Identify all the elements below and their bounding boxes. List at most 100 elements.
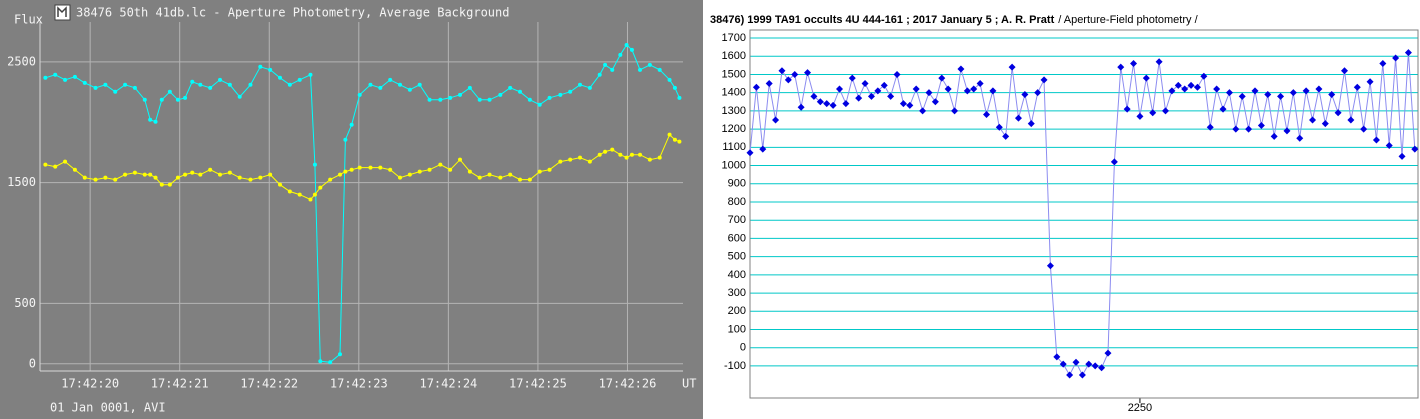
data-point — [227, 82, 232, 87]
data-point — [167, 182, 172, 187]
data-point — [227, 170, 232, 175]
data-point — [297, 77, 302, 82]
data-point — [398, 175, 403, 180]
data-point — [1309, 116, 1317, 124]
data-point — [338, 352, 343, 357]
data-point — [1174, 81, 1182, 89]
data-point — [318, 359, 323, 364]
data-point — [816, 98, 824, 106]
data-point — [53, 164, 58, 169]
data-point — [1321, 120, 1329, 128]
data-point — [458, 92, 463, 97]
data-point — [388, 167, 393, 172]
data-point — [867, 92, 875, 100]
data-point — [893, 70, 901, 78]
data-point — [1110, 158, 1118, 166]
data-point — [72, 74, 77, 79]
data-point — [1059, 360, 1067, 368]
data-point — [159, 182, 164, 187]
data-point — [357, 165, 362, 170]
data-point — [547, 95, 552, 100]
data-point — [113, 89, 118, 94]
data-point — [597, 72, 602, 77]
data-point — [647, 157, 652, 162]
data-point — [1347, 116, 1355, 124]
data-point — [467, 169, 472, 174]
data-point — [874, 87, 882, 95]
y-tick-label: 1700 — [722, 32, 746, 44]
data-point — [1091, 362, 1099, 370]
data-point — [508, 85, 513, 90]
y-tick-label: 600 — [728, 232, 746, 244]
data-point — [610, 67, 615, 72]
data-point — [427, 97, 432, 102]
data-point — [175, 175, 180, 180]
data-point — [63, 159, 68, 164]
y-tick-label: 900 — [728, 178, 746, 190]
data-point — [1245, 125, 1253, 133]
data-point — [417, 169, 422, 174]
data-point — [218, 77, 223, 82]
data-point — [297, 192, 302, 197]
y-tick-label: 1400 — [722, 87, 746, 99]
data-point — [667, 77, 672, 82]
data-point — [43, 162, 48, 167]
data-point — [153, 119, 158, 124]
data-point — [772, 116, 780, 124]
data-point — [368, 165, 373, 170]
data-point — [1008, 63, 1016, 71]
data-point — [677, 139, 682, 144]
data-point — [610, 147, 615, 152]
y-tick-label: 800 — [728, 196, 746, 208]
data-point — [103, 82, 108, 87]
data-point — [378, 85, 383, 90]
data-point — [976, 80, 984, 88]
y-tick-label: 100 — [728, 323, 746, 335]
data-point — [791, 70, 799, 78]
data-point — [308, 197, 313, 202]
y-tick-label: 1300 — [722, 105, 746, 117]
data-point — [1040, 76, 1048, 84]
data-point — [1366, 78, 1374, 86]
data-point — [1149, 109, 1157, 117]
data-point — [1034, 89, 1042, 97]
data-point — [53, 72, 58, 77]
data-point — [1053, 353, 1061, 361]
left-panel — [0, 0, 703, 419]
data-point — [1251, 87, 1259, 95]
data-point — [983, 111, 991, 119]
data-point — [797, 103, 805, 111]
data-point — [417, 82, 422, 87]
data-point — [578, 82, 583, 87]
data-point — [153, 175, 158, 180]
data-point — [925, 89, 933, 97]
data-point — [1360, 125, 1368, 133]
data-point — [1021, 90, 1029, 98]
x-tick-label: 17:42:21 — [151, 377, 209, 391]
data-point — [638, 152, 643, 157]
data-point — [43, 75, 48, 80]
data-point — [248, 177, 253, 182]
data-point — [388, 77, 393, 82]
y-tick-label: 1600 — [722, 50, 746, 62]
data-point — [498, 175, 503, 180]
data-point — [1404, 49, 1412, 57]
data-point — [624, 42, 629, 47]
data-point — [1117, 63, 1125, 71]
data-point — [1123, 105, 1131, 113]
data-point — [518, 177, 523, 182]
data-point — [759, 145, 767, 153]
data-point — [312, 162, 317, 167]
data-point — [1027, 120, 1035, 128]
data-point — [957, 65, 965, 73]
y-tick-label: 300 — [728, 287, 746, 299]
y-tick-label: 1500 — [7, 175, 36, 189]
data-point — [487, 97, 492, 102]
data-point — [123, 82, 128, 87]
data-point — [919, 107, 927, 115]
data-point — [407, 87, 412, 92]
data-point — [190, 170, 195, 175]
data-point — [1078, 371, 1086, 379]
data-point — [378, 165, 383, 170]
